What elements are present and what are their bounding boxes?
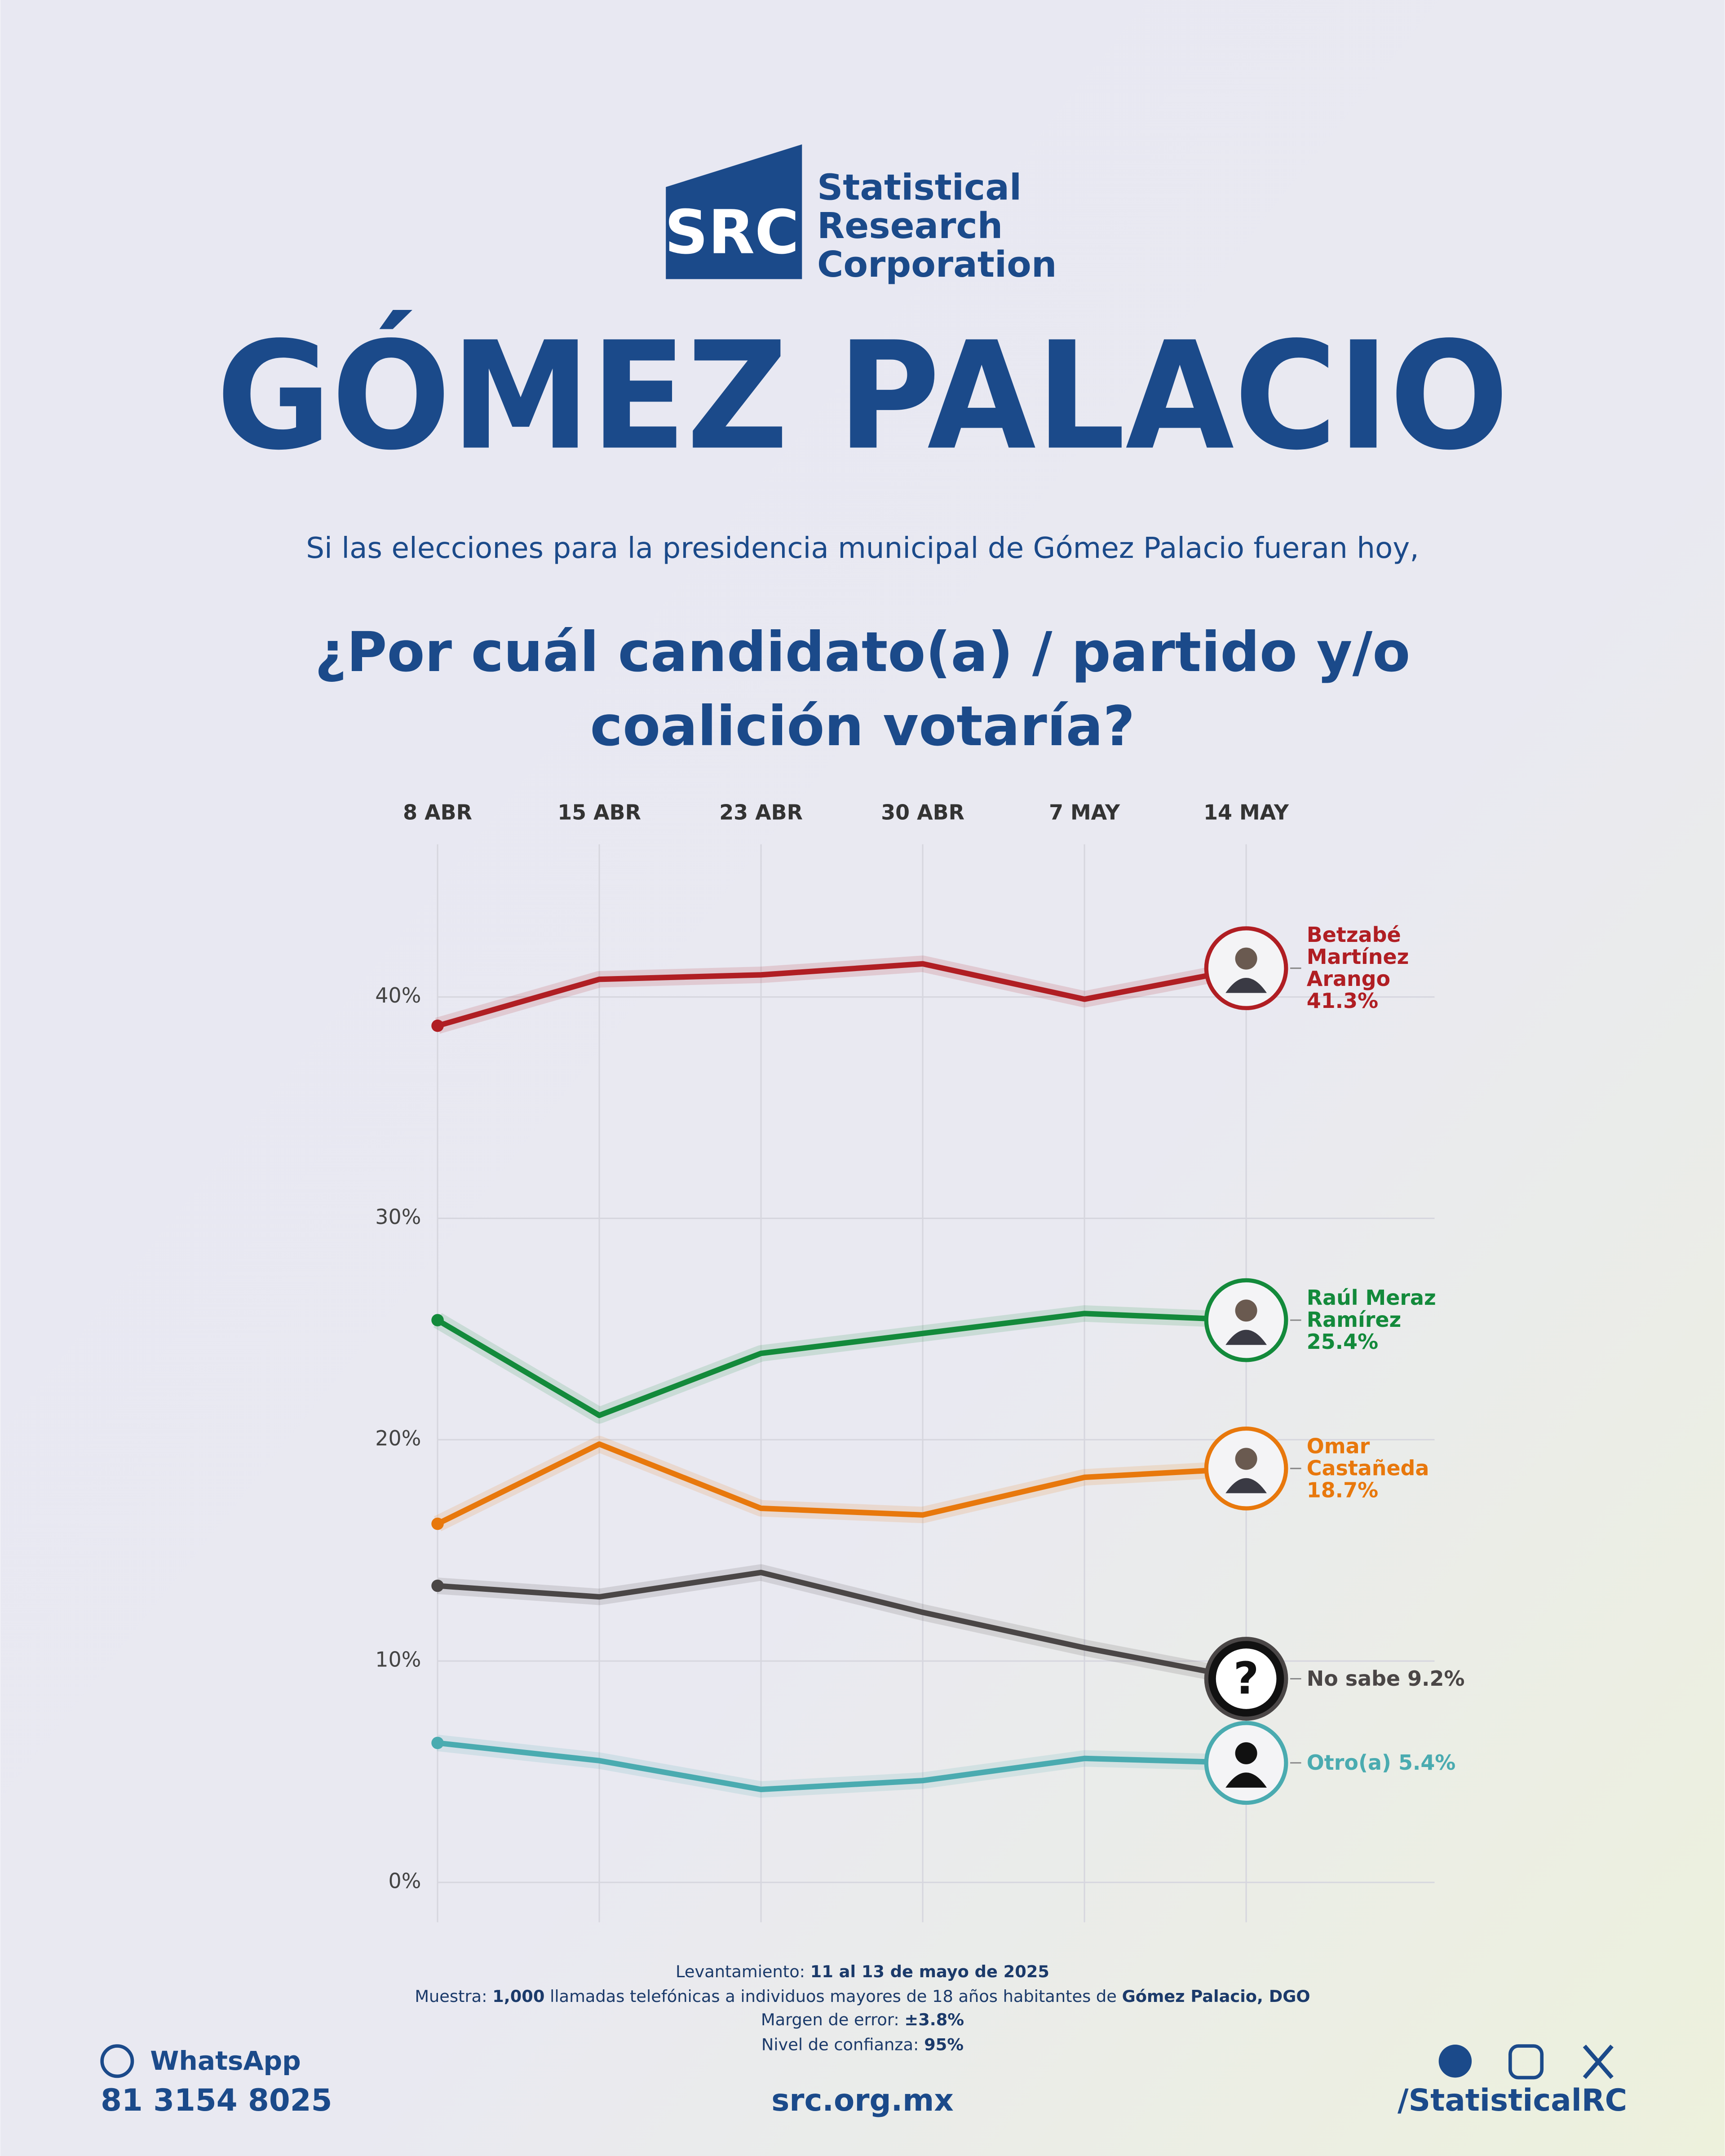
series-line xyxy=(437,961,1247,1029)
avatar-body xyxy=(1225,1330,1267,1345)
legend-entry: Raúl Meraz Ramírez xyxy=(1306,1286,1436,1333)
avatar-head xyxy=(1235,1448,1257,1470)
question-box: ¿Por cuál candidato(a) / partido y/o coa… xyxy=(314,621,1411,759)
x-icon[interactable] xyxy=(1583,2045,1614,2079)
row: Levantamiento: 11 al 13 de mayo de 2025 xyxy=(313,1961,1413,1985)
y-tick-label: 20% xyxy=(375,1426,421,1450)
x-tick-label: 15 ABR xyxy=(557,800,641,825)
avatar-head xyxy=(1235,1299,1257,1322)
title: GÓMEZ PALACIO xyxy=(216,309,1509,483)
series-label: Raúl Meraz Ramírez 25.4% xyxy=(1307,1287,1479,1353)
social-handle[interactable]: /StatisticalRC xyxy=(1398,2082,1627,2118)
logo-text: Corporation xyxy=(817,243,1057,285)
label: Nivel de confianza: xyxy=(761,2034,919,2054)
y-tick-label: 40% xyxy=(375,983,421,1007)
series-label-wrap: Raúl Meraz Ramírez 25.4% xyxy=(1307,1265,1479,1375)
start-point xyxy=(431,1579,444,1592)
logo-text: Research xyxy=(817,205,1003,247)
series-label: Otro(a) 5.4% xyxy=(1307,1752,1456,1774)
series-label-box: Raúl Meraz Ramírez 25.4% xyxy=(1307,1265,1479,1375)
start-point xyxy=(431,1314,444,1326)
logo-mark: SRC xyxy=(664,197,799,268)
methodology: Levantamiento: 11 al 13 de mayo de 2025 … xyxy=(313,1961,1413,2057)
value-label: 25.4% xyxy=(1306,1330,1379,1355)
avatar-body xyxy=(1225,1478,1267,1493)
value: 95% xyxy=(924,2034,964,2054)
label: llamadas telefónicas a individuos mayore… xyxy=(550,1986,1117,2006)
value-label: 41.3% xyxy=(1306,989,1379,1014)
y-tick-label: 10% xyxy=(375,1648,421,1672)
series-label-wrap: Otro(a) 5.4% xyxy=(1307,1708,1582,1818)
value-label: 5.4% xyxy=(1398,1750,1456,1776)
x-tick-label: 14 MAY xyxy=(1203,800,1289,825)
question: ¿Por cuál candidato(a) / partido y/o coa… xyxy=(314,621,1411,759)
x-tick-label: 30 ABR xyxy=(881,800,964,825)
start-point xyxy=(431,1736,444,1750)
question-icon: ? xyxy=(1234,1653,1259,1704)
intro: Si las elecciones para la presidencia mu… xyxy=(306,531,1419,565)
series-label-box: Omar Castañeda 18.7% xyxy=(1307,1414,1431,1524)
avatar-body xyxy=(1225,977,1267,993)
series-label-wrap: Omar Castañeda 18.7% xyxy=(1307,1414,1431,1524)
row: Nivel de confianza: 95% xyxy=(313,2033,1413,2057)
whatsapp-icon xyxy=(100,2044,134,2078)
series-label-box: Betzabé Martínez Arango 41.3% xyxy=(1307,913,1458,1023)
whatsapp-label: WhatsApp xyxy=(150,2046,301,2076)
x-tick-label: 23 ABR xyxy=(719,800,803,825)
y-tick-label: 0% xyxy=(389,1869,421,1893)
series-label-box: Otro(a) 5.4% xyxy=(1307,1708,1582,1818)
start-point xyxy=(431,1019,444,1032)
label: Muestra: xyxy=(415,1986,487,2006)
x-tick-label: 7 MAY xyxy=(1049,800,1120,825)
avatar-inner xyxy=(1216,1648,1277,1709)
start-point xyxy=(431,1517,444,1530)
logo-text: Statistical xyxy=(817,166,1022,208)
value-label: 18.7% xyxy=(1306,1478,1379,1503)
legend-entry: Otro(a) xyxy=(1306,1750,1391,1776)
avatar-body xyxy=(1225,1772,1267,1788)
value: Gómez Palacio, DGO xyxy=(1122,1986,1310,2006)
label: Margen de error: xyxy=(761,2010,899,2030)
chart: 8 ABR 15 ABR 23 ABR 30 ABR 7 MAY 14 MAY 0% 10% 2… xyxy=(375,800,1582,1922)
series-line xyxy=(437,1569,1247,1682)
avatar-head xyxy=(1235,1742,1257,1764)
phone[interactable]: 81 3154 8025 xyxy=(101,2082,332,2118)
value: 11 al 13 de mayo de 2025 xyxy=(810,1962,1049,1982)
whatsapp[interactable]: WhatsApp xyxy=(100,2044,301,2078)
series-label: Betzabé Martínez Arango 41.3% xyxy=(1307,924,1458,1012)
value-label: 9.2% xyxy=(1407,1666,1465,1692)
series-label: No sabe 9.2% xyxy=(1307,1668,1465,1690)
series-label-wrap: Betzabé Martínez Arango 41.3% xyxy=(1307,913,1458,1023)
row: Margen de error: ±3.8% xyxy=(313,2009,1413,2033)
y-tick-label: 30% xyxy=(375,1205,421,1229)
label: Levantamiento: xyxy=(676,1962,805,1982)
legend-entry: Omar Castañeda xyxy=(1306,1434,1429,1481)
series-label: Omar Castañeda 18.7% xyxy=(1307,1436,1431,1502)
logo-shape xyxy=(666,144,802,279)
row: Muestra: 1,000 llamadas telefónicas a in… xyxy=(313,1985,1413,2009)
value: ±3.8% xyxy=(904,2010,964,2030)
series-line xyxy=(436,1441,1247,1527)
facebook-icon[interactable] xyxy=(1438,2045,1472,2078)
series-label-box: No sabe 9.2% xyxy=(1307,1624,1582,1734)
x-tick-label: 8 ABR xyxy=(403,800,472,825)
website[interactable]: src.org.mx xyxy=(771,2082,954,2118)
legend-entry: No sabe xyxy=(1306,1666,1401,1692)
series-label-wrap: No sabe 9.2% xyxy=(1307,1624,1582,1734)
methodology-text: Levantamiento: 11 al 13 de mayo de 2025 … xyxy=(313,1961,1413,2057)
logo: SRC Statistical Research Corporation xyxy=(664,144,1057,285)
series-line xyxy=(436,1311,1247,1418)
social-icons xyxy=(1438,2044,1614,2080)
avatar-head xyxy=(1235,947,1257,970)
instagram-icon[interactable] xyxy=(1508,2044,1544,2080)
value: 1,000 xyxy=(492,1986,545,2006)
legend-entry: Betzabé Martínez Arango xyxy=(1306,923,1409,992)
series-line xyxy=(437,1740,1247,1793)
